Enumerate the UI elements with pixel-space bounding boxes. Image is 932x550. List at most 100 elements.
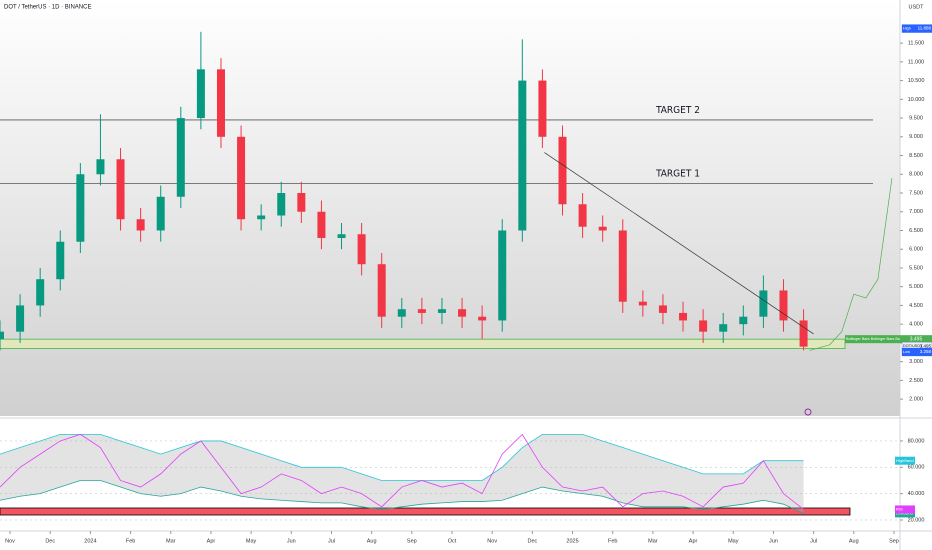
x-tick-label: Mar [648, 538, 658, 544]
zone-tag [845, 335, 900, 344]
y-tick-label: 9.500 [909, 116, 923, 122]
candle-body [317, 211, 326, 238]
price-tag-value: 3.495 [920, 343, 932, 348]
candle-body [156, 196, 165, 231]
rsi-line [0, 433, 804, 510]
rsi-line [0, 480, 804, 514]
y-tick-label: 2.500 [909, 378, 923, 384]
candle-body [357, 234, 366, 265]
x-tick-label: May [246, 538, 257, 544]
projection [809, 177, 893, 351]
candle-body [237, 136, 246, 220]
trendline [544, 152, 814, 335]
candle-body [779, 290, 788, 321]
x-tick-label: Feb [126, 538, 135, 544]
y-tick-label: 9.000 [909, 134, 923, 140]
x-tick-label: Feb [608, 538, 617, 544]
x-tick-label: Jun [769, 538, 778, 544]
candle-body [36, 279, 45, 306]
target-label: TARGET 1 [655, 169, 700, 180]
candle-body [96, 159, 105, 175]
candle-body [76, 174, 85, 242]
candle-body [498, 230, 507, 321]
x-tick-label: Aug [367, 538, 377, 544]
x-tick-label: Sep [889, 538, 899, 544]
legend-name: RSI [896, 507, 903, 512]
candle-body [618, 230, 627, 302]
legend-tag [895, 505, 915, 514]
x-tick-label: Apr [207, 538, 216, 544]
y-tick-label: 4.000 [909, 322, 923, 328]
x-tick-label: 2025 [566, 538, 578, 544]
x-tick-label: Aug [849, 538, 859, 544]
band-fill [0, 434, 804, 514]
x-tick-label: Jul [328, 538, 335, 544]
price-tag-name: Low [903, 350, 910, 354]
y-tick-label: 3.000 [909, 359, 923, 365]
x-tick-label: Nov [487, 538, 497, 544]
candle-body [417, 309, 426, 313]
x-tick-label: Sep [407, 538, 417, 544]
y-tick-label: 20.000 [908, 517, 925, 523]
y-tick-label: 7.500 [909, 190, 923, 196]
x-tick-label: Dec [527, 538, 537, 544]
zone-value: 3.495 [910, 336, 923, 342]
y-tick-label: 60.000 [908, 465, 925, 471]
x-tick-label: Dec [45, 538, 55, 544]
x-tick-label: Oct [448, 538, 457, 544]
x-tick-label: Jun [287, 538, 296, 544]
candle-body [598, 226, 607, 231]
price-tag-value: 3.258 [920, 349, 932, 354]
y-tick-label: 6.000 [909, 247, 923, 253]
candle-body [337, 234, 346, 238]
y-tick-label: 11.500 [908, 41, 924, 47]
candle-body [538, 80, 547, 137]
y-tick-label: 8.500 [909, 153, 923, 159]
candle-body [719, 324, 728, 332]
y-tick-label: 40.000 [908, 491, 925, 497]
y-tick-label: 5.500 [909, 265, 923, 271]
rsi-line [0, 433, 804, 481]
legend-name: HighBand [896, 458, 914, 463]
legend-tag [895, 456, 915, 465]
candle-body [0, 331, 4, 340]
y-tick-label: 11.000 [908, 59, 924, 65]
price-tag [901, 24, 932, 33]
y-tick-label: 5.000 [909, 284, 923, 290]
y-tick-label: 10.500 [908, 78, 925, 84]
zone-label: Bollinger Bars Bollinger Bars Body [846, 337, 904, 341]
candle-body [699, 320, 708, 332]
price-tag-value: 11.888 [918, 26, 932, 31]
candle-body [116, 159, 125, 220]
candle-body [759, 290, 768, 317]
candle-body [458, 309, 467, 317]
oversold-box [0, 507, 851, 516]
y-tick-label: 80.000 [908, 438, 925, 444]
candle-body [196, 69, 205, 119]
currency: USDT [909, 4, 925, 10]
candle-body [518, 80, 527, 231]
candle-body [136, 219, 145, 231]
price-tag [901, 347, 932, 357]
candle-body [679, 312, 688, 321]
candle-body [397, 309, 406, 317]
symbol-title: DOT / TetherUS · 1D · BINANCE [4, 5, 91, 11]
zone-value-tag [900, 335, 932, 344]
x-tick-label: Mar [166, 538, 176, 544]
candle-body [658, 305, 667, 313]
candle-body [216, 69, 225, 137]
price-tag-name: High [903, 27, 911, 31]
x-tick-label: Nov [5, 538, 15, 544]
candle-body [16, 305, 25, 332]
candle-body [478, 316, 487, 321]
y-tick-label: 6.500 [909, 228, 923, 234]
target-label: TARGET 2 [655, 105, 700, 116]
main-pane [0, 0, 900, 416]
support-zone [0, 338, 846, 349]
x-tick-label: Jul [810, 538, 817, 544]
candle-body [176, 118, 185, 197]
candle-body [638, 301, 647, 306]
x-tick-label: Apr [689, 538, 698, 544]
candle-body [297, 193, 306, 212]
price-tag-name: DOT/USDT [903, 344, 923, 348]
